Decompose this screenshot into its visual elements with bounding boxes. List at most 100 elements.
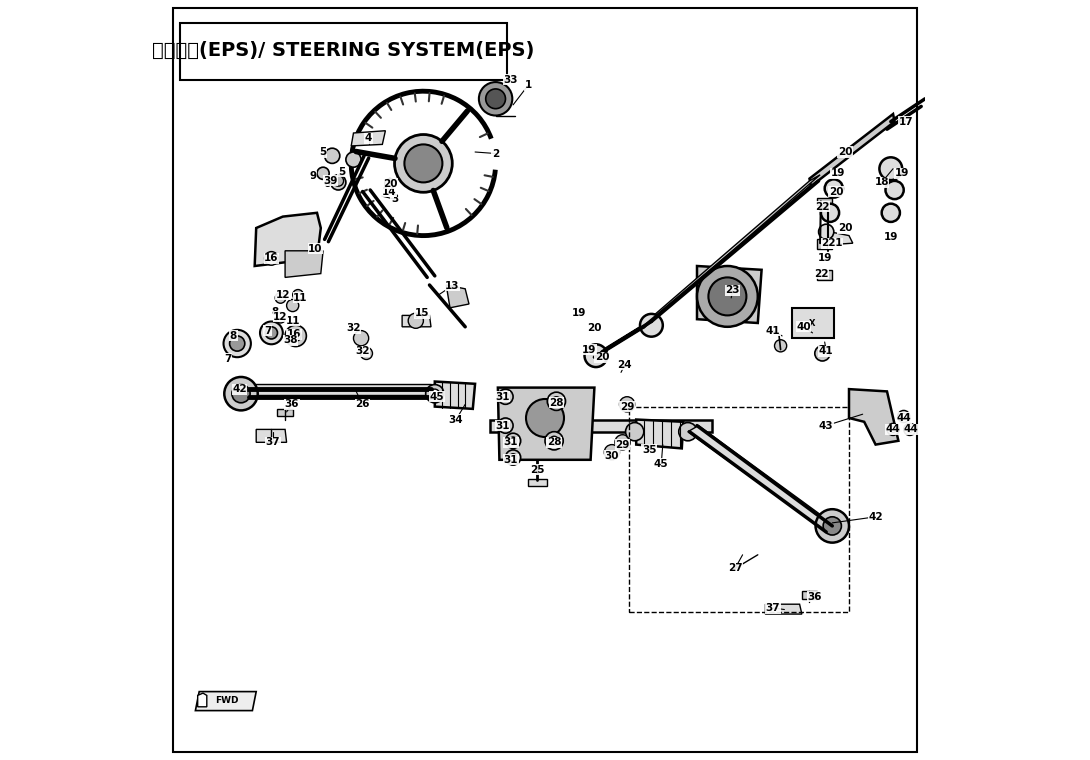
Circle shape bbox=[232, 385, 250, 403]
Circle shape bbox=[815, 346, 829, 361]
Text: 44: 44 bbox=[904, 424, 919, 435]
Text: 31: 31 bbox=[504, 437, 518, 448]
Text: 25: 25 bbox=[530, 464, 545, 475]
Circle shape bbox=[275, 293, 286, 303]
Circle shape bbox=[330, 175, 346, 190]
Polygon shape bbox=[490, 420, 712, 432]
Text: 19: 19 bbox=[895, 168, 909, 179]
Polygon shape bbox=[637, 420, 683, 448]
Polygon shape bbox=[402, 315, 431, 327]
Text: X: X bbox=[809, 318, 815, 328]
Text: 11: 11 bbox=[293, 293, 307, 303]
Text: 27: 27 bbox=[728, 563, 742, 574]
Polygon shape bbox=[849, 389, 898, 445]
Text: 5: 5 bbox=[338, 166, 344, 177]
Polygon shape bbox=[818, 270, 833, 280]
Polygon shape bbox=[286, 251, 323, 277]
Bar bbox=[629, 407, 849, 612]
Text: 32: 32 bbox=[355, 346, 370, 356]
Circle shape bbox=[904, 423, 916, 435]
Text: 44: 44 bbox=[896, 413, 911, 423]
Text: 36: 36 bbox=[808, 591, 822, 602]
Circle shape bbox=[498, 418, 513, 433]
Circle shape bbox=[230, 336, 245, 351]
Polygon shape bbox=[241, 384, 431, 395]
Circle shape bbox=[265, 327, 278, 339]
Text: 20: 20 bbox=[588, 323, 602, 334]
Text: 31: 31 bbox=[495, 391, 510, 402]
Text: 17: 17 bbox=[898, 116, 913, 127]
Circle shape bbox=[891, 426, 896, 432]
Text: 5: 5 bbox=[319, 147, 327, 157]
Circle shape bbox=[275, 312, 286, 323]
Text: 18: 18 bbox=[874, 177, 889, 188]
Text: 8: 8 bbox=[230, 331, 237, 341]
Circle shape bbox=[619, 397, 634, 412]
Circle shape bbox=[545, 432, 564, 450]
Text: 12: 12 bbox=[274, 312, 288, 322]
Text: 39: 39 bbox=[324, 176, 338, 186]
Text: 10: 10 bbox=[308, 243, 323, 254]
Circle shape bbox=[506, 450, 521, 465]
Circle shape bbox=[395, 135, 452, 192]
Text: 19: 19 bbox=[831, 168, 845, 179]
Circle shape bbox=[615, 435, 630, 450]
Circle shape bbox=[584, 344, 607, 367]
Circle shape bbox=[404, 144, 443, 182]
Circle shape bbox=[898, 410, 910, 423]
Polygon shape bbox=[278, 409, 293, 416]
Text: 36: 36 bbox=[284, 399, 299, 410]
Circle shape bbox=[479, 82, 512, 116]
Text: 22: 22 bbox=[815, 201, 829, 212]
Circle shape bbox=[287, 299, 299, 312]
Circle shape bbox=[385, 179, 396, 189]
Polygon shape bbox=[256, 429, 287, 442]
Circle shape bbox=[526, 399, 564, 437]
Text: 23: 23 bbox=[726, 285, 740, 296]
Polygon shape bbox=[818, 239, 833, 249]
Text: 43: 43 bbox=[819, 420, 834, 431]
Circle shape bbox=[293, 290, 303, 300]
Text: 15: 15 bbox=[414, 308, 429, 318]
Polygon shape bbox=[351, 131, 386, 146]
Text: 29: 29 bbox=[620, 401, 634, 412]
Polygon shape bbox=[765, 604, 802, 614]
Circle shape bbox=[885, 181, 904, 199]
Text: 9: 9 bbox=[310, 171, 317, 182]
Text: 45: 45 bbox=[654, 458, 668, 469]
Polygon shape bbox=[802, 591, 818, 599]
Text: 20: 20 bbox=[838, 147, 852, 157]
Polygon shape bbox=[593, 319, 653, 356]
Circle shape bbox=[506, 433, 521, 448]
Circle shape bbox=[509, 437, 517, 445]
Circle shape bbox=[819, 224, 834, 239]
Text: 42: 42 bbox=[232, 384, 246, 394]
Text: 19: 19 bbox=[884, 232, 898, 242]
Circle shape bbox=[815, 509, 849, 543]
Text: 1: 1 bbox=[524, 80, 532, 90]
Text: 41: 41 bbox=[819, 346, 834, 356]
Text: 转向系统(EPS)/ STEERING SYSTEM(EPS): 转向系统(EPS)/ STEERING SYSTEM(EPS) bbox=[153, 41, 535, 61]
Text: 30: 30 bbox=[605, 451, 619, 461]
Text: 14: 14 bbox=[382, 186, 397, 197]
Circle shape bbox=[332, 176, 343, 186]
Circle shape bbox=[509, 454, 517, 461]
Polygon shape bbox=[498, 388, 594, 460]
Circle shape bbox=[225, 377, 257, 410]
Text: 22: 22 bbox=[813, 268, 828, 279]
Circle shape bbox=[708, 277, 747, 315]
Bar bbox=[180, 23, 507, 80]
Circle shape bbox=[408, 313, 423, 328]
Text: 7: 7 bbox=[264, 325, 271, 336]
Polygon shape bbox=[435, 382, 475, 409]
Text: 19: 19 bbox=[818, 253, 832, 264]
Polygon shape bbox=[818, 198, 833, 205]
Text: 13: 13 bbox=[445, 280, 460, 291]
Circle shape bbox=[626, 423, 644, 441]
Text: 21: 21 bbox=[828, 238, 843, 249]
Text: 7: 7 bbox=[225, 353, 232, 364]
Polygon shape bbox=[529, 479, 546, 486]
Text: 16: 16 bbox=[287, 329, 302, 340]
Text: 34: 34 bbox=[449, 414, 463, 425]
Text: 22: 22 bbox=[821, 238, 836, 249]
